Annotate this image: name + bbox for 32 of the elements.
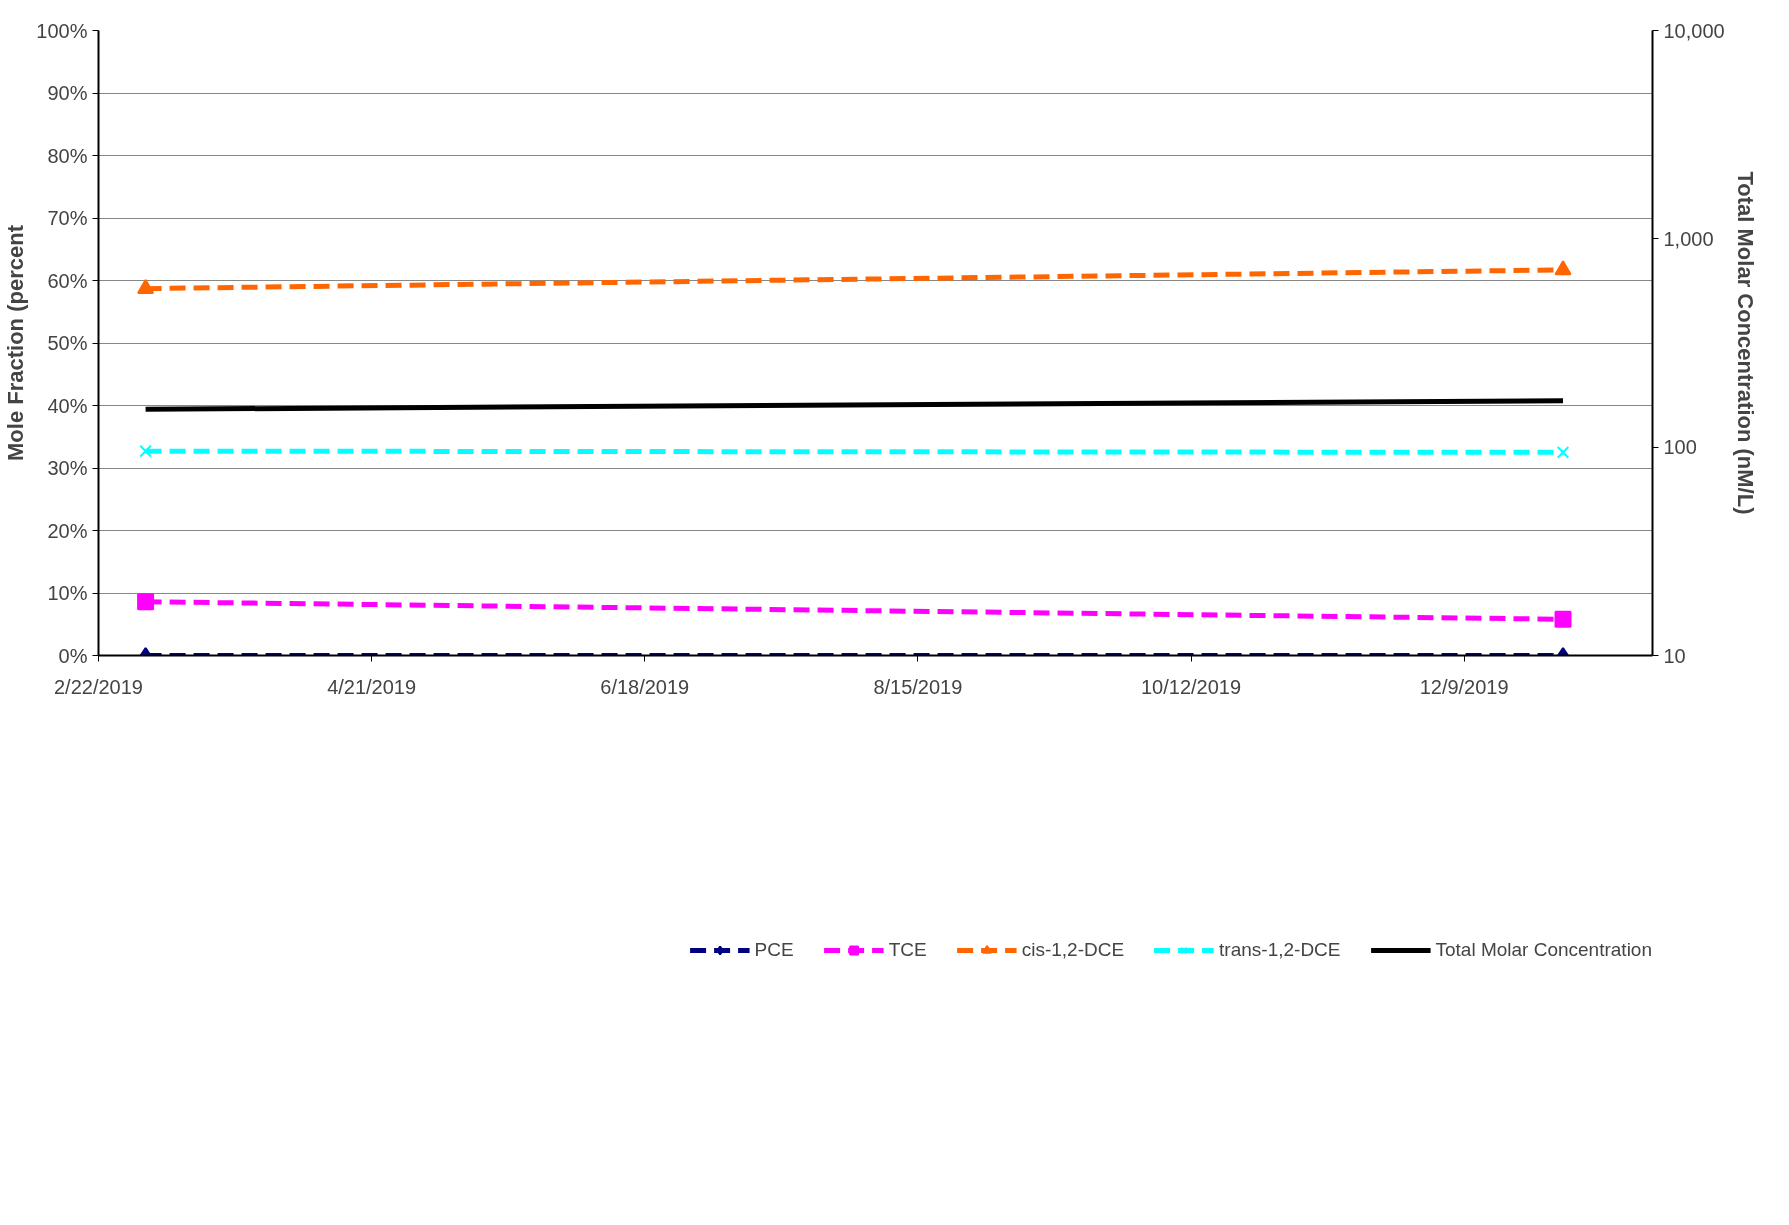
y2-tick-label: 1,000 xyxy=(1663,227,1714,250)
y-tick-label: 80% xyxy=(47,144,88,167)
y-tick-label: 90% xyxy=(47,82,88,104)
y-tick-label: 20% xyxy=(47,519,88,542)
legend-label: TCE xyxy=(888,939,927,961)
x-tick-label: 4/21/2019 xyxy=(327,675,417,698)
point xyxy=(1556,446,1570,459)
x-tick-label: 6/18/2019 xyxy=(600,675,690,698)
y-tick-label: 70% xyxy=(47,207,88,229)
y-tick-label: 0% xyxy=(58,644,88,667)
legend-label: cis-1,2-DCE xyxy=(1021,939,1125,961)
x-tick-label: 12/9/2019 xyxy=(1419,675,1509,698)
y-axis-title: Mole Fraction (percent xyxy=(3,224,29,461)
y2-tick-label: 100 xyxy=(1663,436,1697,459)
point xyxy=(139,444,152,458)
legend-label: trans-1,2-DCE xyxy=(1219,939,1341,961)
x-tick-label: 8/15/2019 xyxy=(873,675,963,698)
x-tick-label: 10/12/2019 xyxy=(1140,675,1242,698)
legend-label: Total Molar Concentration xyxy=(1435,939,1652,961)
y-tick-label: 10% xyxy=(47,582,88,604)
y2-axis-title: Total Molar Concentration (nM/L) xyxy=(1732,171,1758,515)
legend-label: PCE xyxy=(754,939,794,961)
y-tick-label: 40% xyxy=(47,394,88,417)
y2-tick-label: 10,000 xyxy=(1663,19,1725,42)
y-tick-label: 50% xyxy=(47,332,88,354)
y-tick-label: 60% xyxy=(47,269,88,292)
x-tick-label: 2/22/2019 xyxy=(54,675,143,698)
point xyxy=(1554,610,1572,628)
point xyxy=(137,593,155,611)
y-tick-label: 30% xyxy=(47,457,88,479)
y2-tick-label: 10 xyxy=(1663,644,1686,667)
y-tick-label: 100% xyxy=(36,19,88,42)
